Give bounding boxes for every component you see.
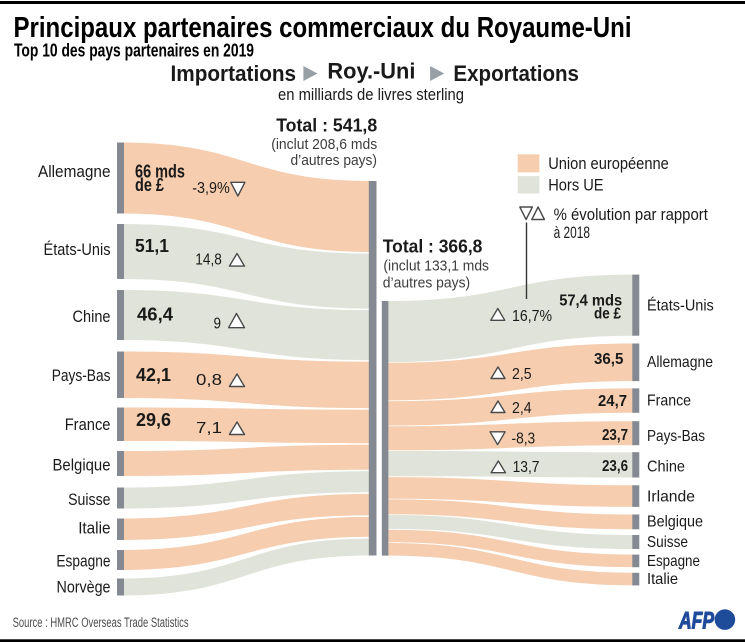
svg-text:d’autres pays): d’autres pays) — [383, 274, 470, 291]
svg-text:Allemagne: Allemagne — [647, 354, 713, 371]
svg-text:Union européenne: Union européenne — [548, 154, 669, 173]
svg-text:Italie: Italie — [647, 571, 678, 588]
svg-text:2,5: 2,5 — [512, 366, 532, 383]
svg-text:0,8: 0,8 — [196, 372, 222, 389]
svg-text:% évolution par rapport: % évolution par rapport — [554, 205, 709, 224]
svg-text:Suisse: Suisse — [68, 491, 110, 509]
svg-text:Belgique: Belgique — [53, 456, 111, 474]
svg-text:(inclut 208,6 mds: (inclut 208,6 mds — [271, 136, 377, 153]
svg-text:(inclut 133,1 mds: (inclut 133,1 mds — [383, 258, 489, 275]
svg-text:Chine: Chine — [647, 459, 685, 476]
svg-text:Norvège: Norvège — [57, 579, 111, 597]
svg-text:Italie: Italie — [78, 520, 110, 538]
svg-text:Belgique: Belgique — [647, 514, 703, 531]
svg-text:Allemagne: Allemagne — [38, 163, 111, 181]
svg-text:Pays-Bas: Pays-Bas — [647, 428, 705, 445]
svg-text:7,1: 7,1 — [196, 420, 222, 437]
svg-text:de £: de £ — [135, 175, 164, 195]
svg-text:46,4: 46,4 — [137, 305, 173, 325]
svg-text:-8,3: -8,3 — [512, 431, 536, 448]
svg-text:29,6: 29,6 — [136, 410, 171, 430]
svg-text:Principaux partenaires commerc: Principaux partenaires commerciaux du Ro… — [14, 12, 632, 44]
svg-text:France: France — [65, 416, 111, 434]
svg-text:d’autres pays): d’autres pays) — [291, 152, 378, 169]
svg-text:Top 10 des pays partenaires en: Top 10 des pays partenaires en 2019 — [14, 40, 254, 61]
svg-text:Chine: Chine — [73, 308, 111, 326]
svg-text:2,4: 2,4 — [512, 400, 532, 417]
svg-text:13,7: 13,7 — [513, 459, 540, 476]
svg-text:23,6: 23,6 — [602, 458, 628, 475]
svg-text:42,1: 42,1 — [136, 365, 171, 385]
svg-text:en milliards de livres sterlin: en milliards de livres sterling — [278, 85, 464, 104]
svg-text:24,7: 24,7 — [598, 393, 627, 410]
svg-text:États-Unis: États-Unis — [44, 240, 111, 259]
svg-text:France: France — [647, 393, 691, 410]
svg-text:16,7%: 16,7% — [512, 308, 552, 325]
svg-text:Importations: Importations — [171, 61, 297, 86]
svg-text:Roy.-Uni: Roy.-Uni — [327, 58, 415, 83]
svg-text:23,7: 23,7 — [602, 427, 628, 444]
svg-text:Source : HMRC Overseas Trade S: Source : HMRC Overseas Trade Statistics — [13, 615, 189, 630]
svg-text:Total : 366,8: Total : 366,8 — [383, 237, 483, 257]
svg-text:États-Unis: États-Unis — [647, 295, 714, 314]
svg-text:Espagne: Espagne — [647, 553, 700, 570]
svg-text:9: 9 — [214, 316, 222, 333]
svg-text:à 2018: à 2018 — [554, 223, 590, 242]
svg-text:51,1: 51,1 — [135, 236, 169, 256]
svg-text:66 mds: 66 mds — [135, 161, 185, 181]
svg-text:Hors UE: Hors UE — [548, 176, 603, 195]
svg-text:57,4 mds: 57,4 mds — [559, 293, 622, 310]
svg-text:-3,9%: -3,9% — [192, 180, 230, 197]
svg-text:Espagne: Espagne — [56, 553, 110, 571]
svg-text:14,8: 14,8 — [195, 251, 222, 268]
svg-text:Pays-Bas: Pays-Bas — [52, 367, 111, 385]
svg-text:de £: de £ — [594, 305, 621, 322]
svg-text:Total : 541,8: Total : 541,8 — [276, 115, 377, 135]
svg-text:AFP: AFP — [678, 607, 714, 634]
svg-text:Suisse: Suisse — [647, 534, 688, 551]
svg-text:Exportations: Exportations — [453, 61, 579, 86]
svg-text:Irlande: Irlande — [647, 489, 695, 506]
svg-text:36,5: 36,5 — [594, 351, 623, 368]
